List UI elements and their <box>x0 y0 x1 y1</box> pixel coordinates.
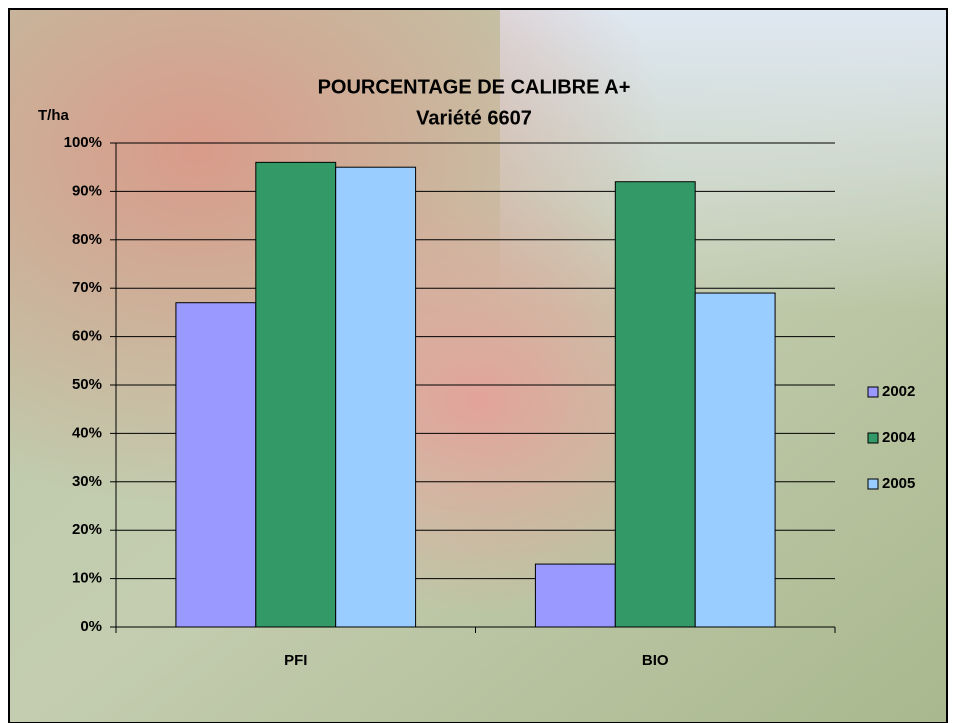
legend-label: 2002 <box>882 383 915 400</box>
bar <box>694 292 776 628</box>
y-tick-label: 20% <box>72 521 102 538</box>
y-tick-label: 40% <box>72 424 102 441</box>
x-tick-label: BIO <box>642 652 669 669</box>
y-tick-label: 70% <box>72 279 102 296</box>
y-tick-label: 30% <box>72 473 102 490</box>
bar <box>534 563 616 628</box>
x-tick-label: PFI <box>284 652 307 669</box>
y-tick-label: 100% <box>64 134 102 151</box>
chart-title: POURCENTAGE DE CALIBRE A+ <box>318 76 631 98</box>
bar <box>614 181 696 628</box>
y-tick-label: 0% <box>80 618 102 635</box>
chart-subtitle: Variété 6607 <box>416 107 532 129</box>
bar <box>175 302 257 628</box>
bar <box>335 166 417 628</box>
legend-swatch <box>867 432 879 444</box>
bar <box>255 161 337 628</box>
legend-swatch <box>867 386 879 398</box>
photo-apple <box>10 10 946 722</box>
legend-label: 2004 <box>882 429 916 446</box>
y-axis-label: T/ha <box>38 107 69 124</box>
y-tick-label: 80% <box>72 231 102 248</box>
legend-label: 2005 <box>882 475 915 492</box>
y-tick-label: 50% <box>72 376 102 393</box>
legend-swatch <box>867 478 879 490</box>
y-tick-label: 90% <box>72 182 102 199</box>
y-tick-label: 10% <box>72 570 102 587</box>
y-tick-label: 60% <box>72 328 102 345</box>
